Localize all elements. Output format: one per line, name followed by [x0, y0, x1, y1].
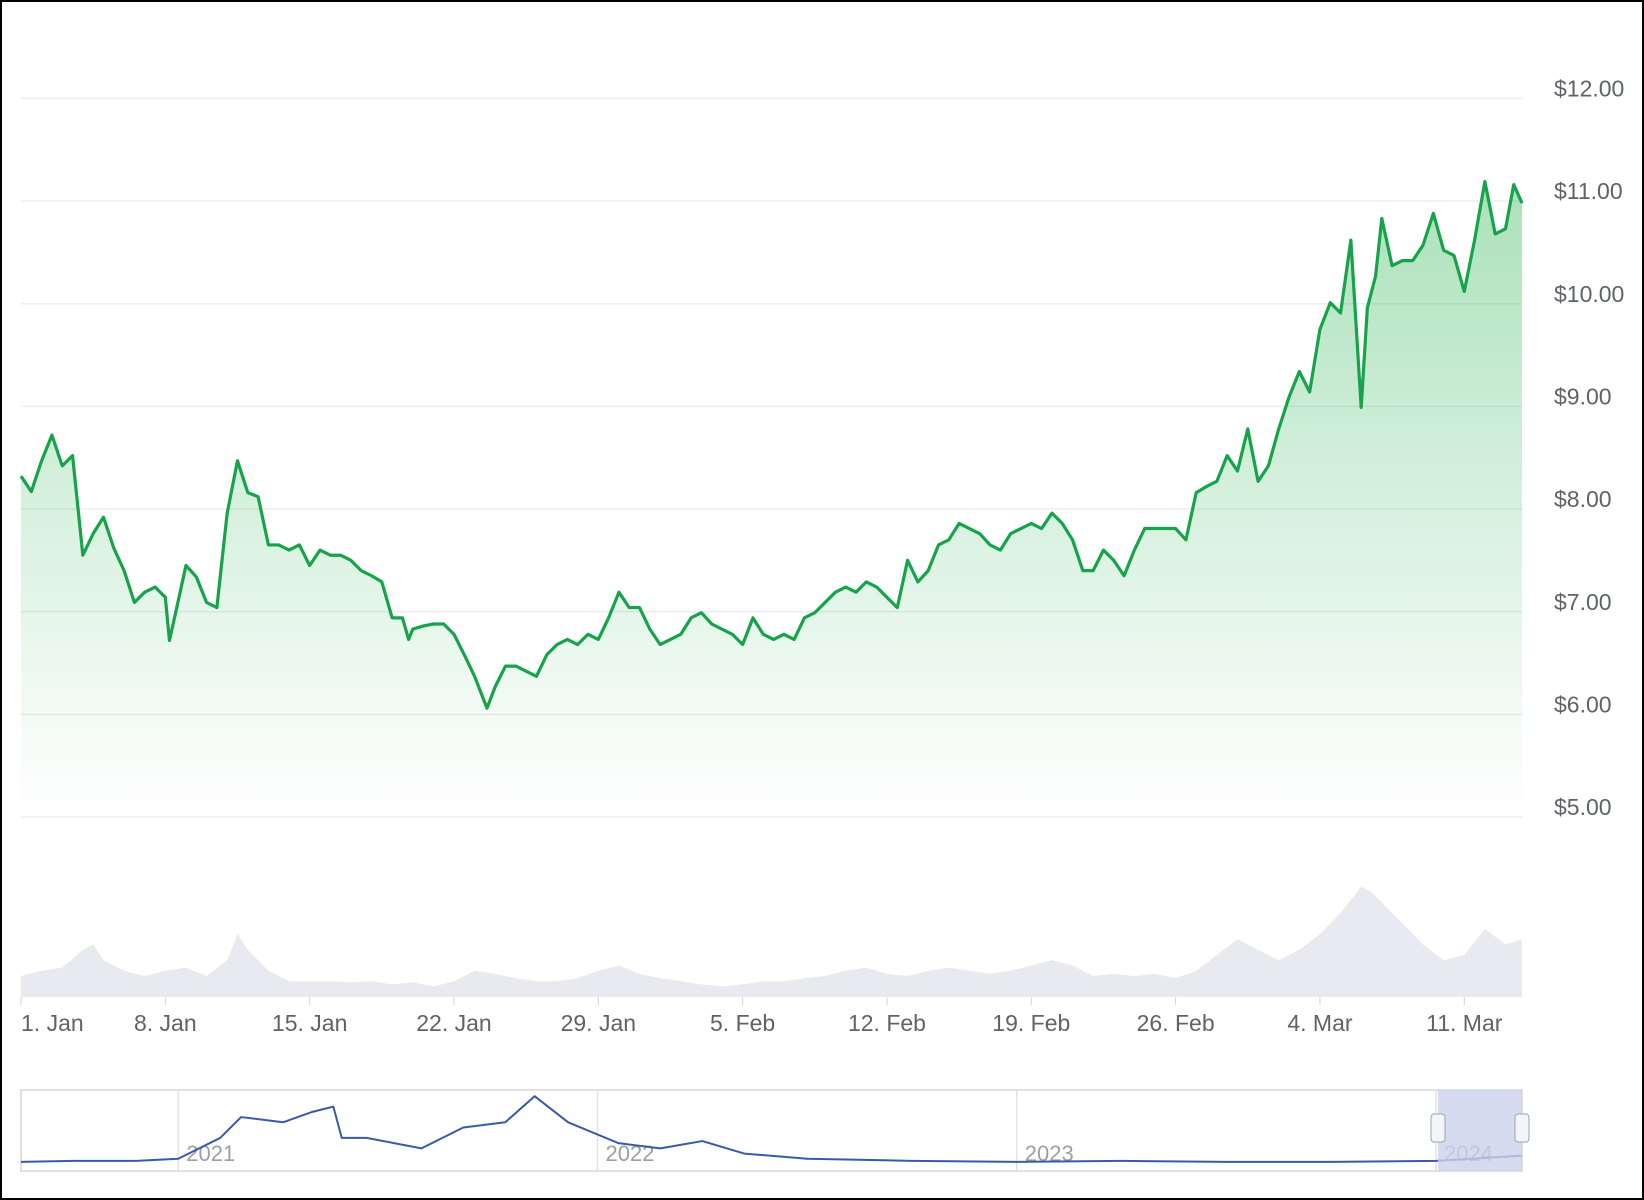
- x-tick-label: 26. Feb: [1137, 1010, 1215, 1036]
- y-tick-label: $8.00: [1554, 486, 1612, 512]
- volume-area: [21, 886, 1522, 997]
- x-tick-label: 4. Mar: [1287, 1010, 1353, 1036]
- x-tick-label: 5. Feb: [710, 1010, 775, 1036]
- x-tick-label: 15. Jan: [272, 1010, 347, 1036]
- price-line: [19, 179, 1524, 710]
- y-tick-label: $9.00: [1554, 383, 1612, 409]
- x-tick-label: 12. Feb: [848, 1010, 926, 1036]
- navigator-frame: [20, 1089, 1523, 1172]
- navigator-handle[interactable]: [1430, 1113, 1446, 1143]
- y-tick-label: $10.00: [1554, 281, 1624, 307]
- x-tick-label: 8. Jan: [134, 1010, 197, 1036]
- navigator-selection[interactable]: [1438, 1090, 1522, 1171]
- y-tick-label: $6.00: [1554, 691, 1612, 717]
- price-area: [21, 181, 1522, 818]
- x-tick-label: 22. Jan: [416, 1010, 491, 1036]
- x-tick-label: 11. Mar: [1426, 1010, 1503, 1036]
- navigator-line: [20, 1095, 1523, 1163]
- navigator-handle[interactable]: [1514, 1113, 1530, 1143]
- x-tick-label: 19. Feb: [992, 1010, 1070, 1036]
- y-tick-label: $7.00: [1554, 589, 1612, 615]
- x-tick-label: 29. Jan: [561, 1010, 636, 1036]
- x-tick-label: 1. Jan: [21, 1010, 84, 1036]
- y-tick-label: $5.00: [1554, 794, 1612, 820]
- y-tick-label: $12.00: [1554, 75, 1624, 101]
- y-tick-label: $11.00: [1554, 178, 1623, 204]
- navigator-year-label: 2021: [186, 1141, 235, 1166]
